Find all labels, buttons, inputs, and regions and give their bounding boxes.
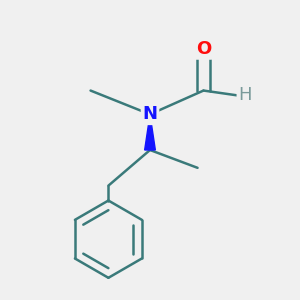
- Text: O: O: [196, 40, 211, 58]
- Text: N: N: [142, 105, 158, 123]
- Text: H: H: [238, 86, 252, 104]
- Polygon shape: [145, 114, 155, 150]
